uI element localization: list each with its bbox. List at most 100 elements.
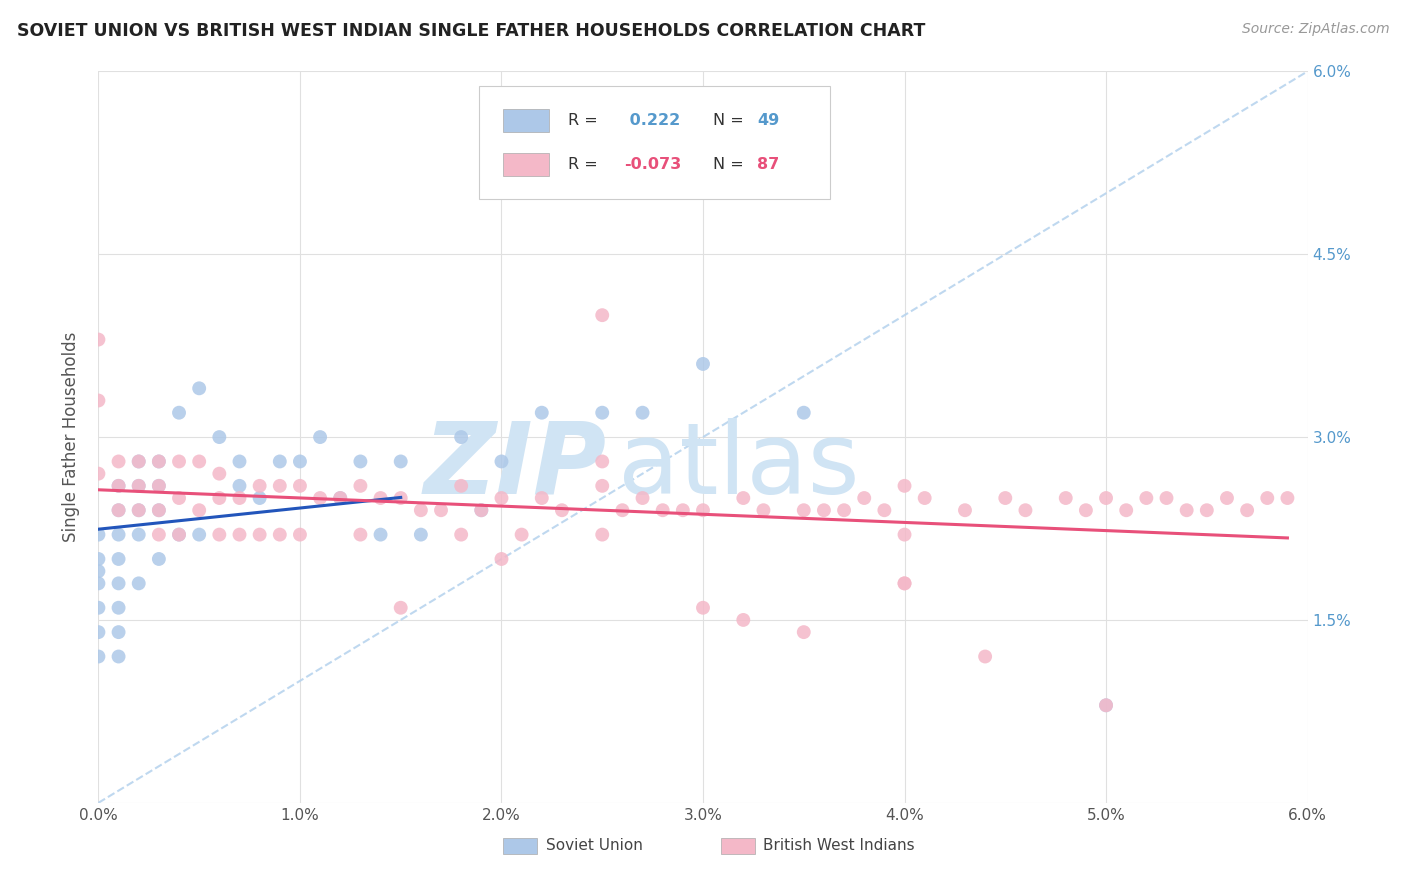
Point [1216,491,1239,505]
Point [269,479,291,493]
Point [1156,491,1178,505]
Point [832,503,855,517]
Point [249,527,271,541]
Point [128,503,150,517]
Y-axis label: Single Father Households: Single Father Households [62,332,80,542]
Point [329,491,352,505]
Point [813,503,835,517]
Point [107,649,129,664]
Point [470,503,492,517]
Point [228,527,250,541]
Point [188,454,211,468]
Point [1175,503,1198,517]
Point [128,454,150,468]
Point [1095,698,1118,713]
Point [309,491,332,505]
Point [893,576,915,591]
Text: ZIP: ZIP [423,417,606,515]
Point [752,503,775,517]
Point [87,625,110,640]
Point [87,527,110,541]
Point [793,503,815,517]
Point [208,527,231,541]
Point [128,454,150,468]
Point [409,503,432,517]
Text: 87: 87 [758,157,780,172]
Point [107,576,129,591]
Point [631,491,654,505]
Point [1095,491,1118,505]
Point [208,430,231,444]
Point [107,503,129,517]
Point [1195,503,1218,517]
Point [167,527,190,541]
Text: N =: N = [713,113,748,128]
Point [269,454,291,468]
Point [510,527,533,541]
Point [288,479,311,493]
Point [228,491,250,505]
Point [107,454,129,468]
Point [1074,503,1097,517]
Point [853,491,876,505]
Point [107,479,129,493]
Point [1014,503,1036,517]
Point [148,527,170,541]
Point [430,503,453,517]
Point [107,479,129,493]
Point [148,479,170,493]
Point [188,527,211,541]
Point [208,491,231,505]
Bar [503,153,550,176]
Point [450,430,472,444]
Point [1115,503,1137,517]
Point [1054,491,1077,505]
Point [128,527,150,541]
Point [692,503,714,517]
Point [530,406,553,420]
FancyBboxPatch shape [479,86,830,200]
Point [692,357,714,371]
Point [128,479,150,493]
Point [148,479,170,493]
Point [893,576,915,591]
Point [793,625,815,640]
Point [87,576,110,591]
Point [288,454,311,468]
Text: 49: 49 [758,113,780,128]
Point [370,527,392,541]
Bar [721,838,755,854]
Point [249,491,271,505]
Point [591,406,613,420]
Point [128,479,150,493]
Text: SOVIET UNION VS BRITISH WEST INDIAN SINGLE FATHER HOUSEHOLDS CORRELATION CHART: SOVIET UNION VS BRITISH WEST INDIAN SING… [17,22,925,40]
Point [148,503,170,517]
Point [228,454,250,468]
Point [208,467,231,481]
Point [1277,491,1299,505]
Text: -0.073: -0.073 [624,157,682,172]
Point [1256,491,1278,505]
Point [107,600,129,615]
Point [994,491,1017,505]
Point [893,479,915,493]
Point [1236,503,1258,517]
Bar [503,838,537,854]
Point [87,564,110,578]
Point [188,381,211,395]
Point [733,613,755,627]
Point [491,552,513,566]
Point [591,454,613,468]
Text: atlas: atlas [619,417,860,515]
Point [148,454,170,468]
Point [349,527,371,541]
Text: 0.222: 0.222 [624,113,681,128]
Point [692,600,714,615]
Text: Source: ZipAtlas.com: Source: ZipAtlas.com [1241,22,1389,37]
Point [591,308,613,322]
Point [491,491,513,505]
Point [87,649,110,664]
Point [148,552,170,566]
Point [87,552,110,566]
Point [974,649,997,664]
